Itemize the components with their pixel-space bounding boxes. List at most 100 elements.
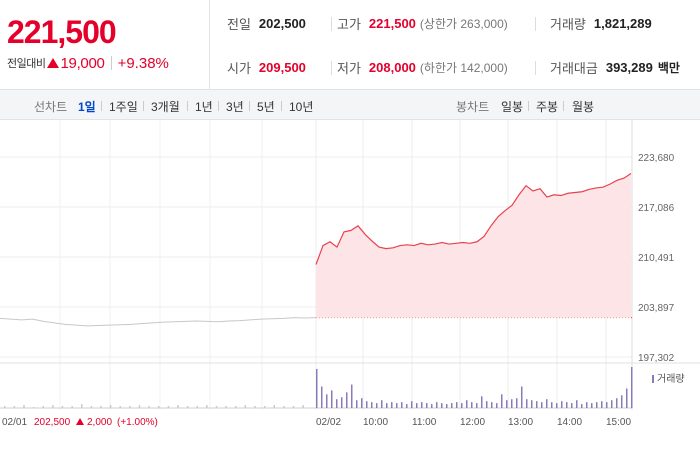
stat-high: 고가 221,500 (상한가 263,000) [337,13,508,33]
volume-bar [591,403,593,408]
change-divider [110,56,112,70]
volume-bar [71,406,73,408]
tab-10y[interactable]: 10년 [289,100,314,114]
stat-volume: 거래량 1,821,289 [550,13,652,33]
volume-bar [167,406,170,408]
volume-bar [4,406,6,408]
volume-bar [401,402,403,408]
volume-bar [466,400,468,408]
volume-bar [341,397,343,408]
volume-bar [486,401,488,408]
volume-bar [471,402,473,408]
volume-bar [581,404,583,408]
previous-day-line [0,317,317,327]
price-chart[interactable]: 223,680 217,086 210,491 203,897 197,302 거래량 02… [0,120,700,450]
stats-panel: 전일 202,500 고가 221,500 (상한가 263,000) 거래량 … [210,0,700,90]
change-row: 전일대비 19,000 +9.38% [7,54,169,72]
volume-bar [244,405,247,408]
stat-label: 시가 [227,60,251,76]
tab-1d[interactable]: 1일 [78,100,96,114]
volume-bar [531,400,533,408]
stat-prev-close: 전일 202,500 [227,13,306,33]
tab-3m[interactable]: 3개월 [151,100,180,114]
volume-bar [119,406,121,408]
volume-bar [611,400,613,408]
x-tick-label: 15:00 [606,417,631,428]
y-tick-label: 217,086 [638,203,675,214]
today-price-line [315,173,632,265]
tab-monthly-candle[interactable]: 월봉 [572,100,595,114]
volume-bar [302,405,304,408]
tab-1w[interactable]: 1주일 [109,100,138,114]
candle-chart-label: 봉차트 [456,100,490,114]
x-tick-label: 10:00 [363,417,388,428]
volume-bar [421,402,423,408]
current-price: 221,500 [7,14,117,50]
volume-bar [586,402,588,408]
volume-bar [501,394,503,408]
volume-bar [536,401,538,408]
volume-bar [42,406,44,408]
x-tick-label: 12:00 [460,417,485,428]
tab-3y[interactable]: 3년 [226,100,244,114]
volume-bar [601,401,603,408]
volume-bar [411,401,413,408]
y-tick-label: 197,302 [638,353,675,364]
stat-label: 고가 [337,16,361,32]
volume-bar [32,407,35,408]
volume-bar [521,386,523,408]
tab-divider [101,101,102,111]
volume-bar [254,406,256,408]
volume-bar [606,402,608,408]
prev-day-percent: (+1.00%) [117,417,158,428]
volume-bar [391,402,393,408]
stat-label: 전일 [227,16,251,32]
volume-bar [158,406,160,408]
stat-sub: (하한가 142,000) [419,60,508,75]
volume-bar [511,399,513,408]
volume-bar [263,406,266,408]
volume-bar [441,403,443,408]
volume-bar [481,396,483,408]
volume-bar [431,404,433,408]
tab-divider [143,101,144,111]
volume-bar [177,405,179,408]
volume-bar [206,405,208,408]
volume-bar [461,403,463,408]
stat-low: 저가 208,000 (하한가 142,000) [337,57,508,77]
volume-bar [376,403,378,408]
stat-value: 202,500 [258,15,306,31]
volume-bar [506,400,508,408]
volume-bar [631,367,633,408]
stat-divider [331,61,332,75]
volume-bar [561,401,563,408]
volume-bar [81,404,83,408]
stat-unit: 백만 [657,60,680,75]
volume-bar [566,402,568,408]
tab-5y[interactable]: 5년 [257,100,275,114]
tab-weekly-candle[interactable]: 주봉 [536,100,559,114]
volume-legend-swatch [652,375,654,383]
volume-bar [406,404,408,408]
change-value: 19,000 [60,54,105,72]
volume-bar [326,394,328,408]
volume-bar [292,406,295,408]
prev-day-change: 2,000 [87,417,112,428]
stat-label: 거래대금 [550,60,598,76]
volume-bar [23,405,25,408]
volume-bar [426,403,428,408]
volume-bar [386,403,388,408]
volume-bar [541,402,543,408]
volume-bar [186,406,189,408]
tab-1y[interactable]: 1년 [195,100,213,114]
volume-bar [476,403,478,408]
volume-bar [371,402,373,408]
x-tick-label: 14:00 [557,417,582,428]
volume-bar [273,405,275,408]
volume-bar [196,406,198,408]
tab-divider [218,101,219,111]
y-tick-label: 210,491 [638,253,675,264]
stat-value: 209,500 [258,59,306,75]
tab-daily-candle[interactable]: 일봉 [501,100,524,114]
volume-bar [366,401,368,408]
